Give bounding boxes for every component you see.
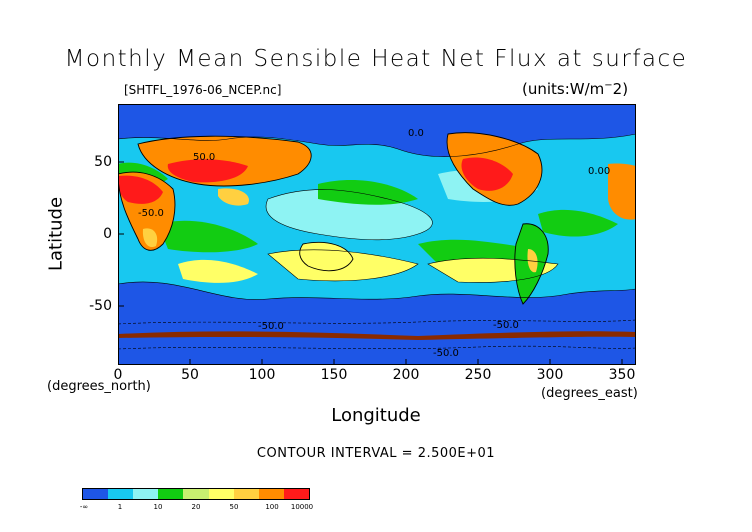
y-tick-label: -50 (89, 298, 112, 314)
colorbar-label: 1 (117, 503, 123, 511)
contour-label: 0.0 (408, 128, 424, 139)
x-tick-label: 250 (464, 367, 492, 383)
x-tick-label: 300 (536, 367, 564, 383)
units-label: (units:W/m−2) (522, 80, 629, 98)
file-label: [SHTFL_1976-06_NCEP.nc] (124, 83, 282, 97)
colorbar-segment (183, 489, 209, 499)
contour-label: -50.0 (433, 348, 459, 359)
colorbar-segment (233, 489, 259, 499)
contour-interval-label: CONTOUR INTERVAL = 2.500E+01 (256, 446, 496, 461)
y-tick-label: 50 (94, 154, 112, 170)
colorbar-segment (208, 489, 234, 499)
colorbar-segment (133, 489, 159, 499)
colorbar-segment (83, 489, 109, 499)
land-australia (299, 242, 353, 271)
colorbar-label: 100 (265, 503, 279, 511)
colorbar (82, 488, 310, 500)
y-unit-label: (degrees_north) (47, 379, 151, 394)
colorbar-segment (108, 489, 134, 499)
contour-lines (118, 133, 636, 350)
contour-label: 0.00 (588, 166, 610, 177)
plot-title: Monthly Mean Sensible Heat Net Flux at s… (64, 46, 688, 72)
x-tick-label: 200 (392, 367, 420, 383)
x-unit-label: (degrees_east) (541, 386, 638, 401)
x-tick-label: 0 (113, 367, 123, 383)
tick-marks (118, 161, 623, 365)
field-green-north (158, 220, 258, 253)
colorbar-label: 20 (191, 503, 201, 511)
x-axis-label: Longitude (331, 405, 421, 426)
colorbar-label: 50 (229, 503, 239, 511)
x-tick-label: 100 (248, 367, 276, 383)
y-axis-label: Latitude (45, 196, 67, 272)
contour-label: -50.0 (493, 320, 519, 331)
contour-label: -50.0 (258, 321, 284, 332)
map-plot: 50.0 -50.0 0.0 -50.0 -50.0 0.00 -50.0 (118, 104, 636, 365)
x-tick-label: 150 (320, 367, 348, 383)
contour-label: -50.0 (138, 208, 164, 219)
contour-label: 50.0 (193, 152, 215, 163)
colorbar-segment (158, 489, 184, 499)
colorbar-label: -∞ (79, 503, 89, 511)
x-tick-label: 350 (608, 367, 636, 383)
colorbar-label: 10000 (290, 503, 314, 511)
coastlines (118, 132, 549, 305)
land-antarctica (118, 334, 636, 365)
x-tick-label: 50 (181, 367, 199, 383)
y-tick-label: 0 (103, 226, 112, 242)
colorbar-segment (283, 489, 309, 499)
colorbar-segment (258, 489, 284, 499)
colorbar-label: 10 (153, 503, 163, 511)
